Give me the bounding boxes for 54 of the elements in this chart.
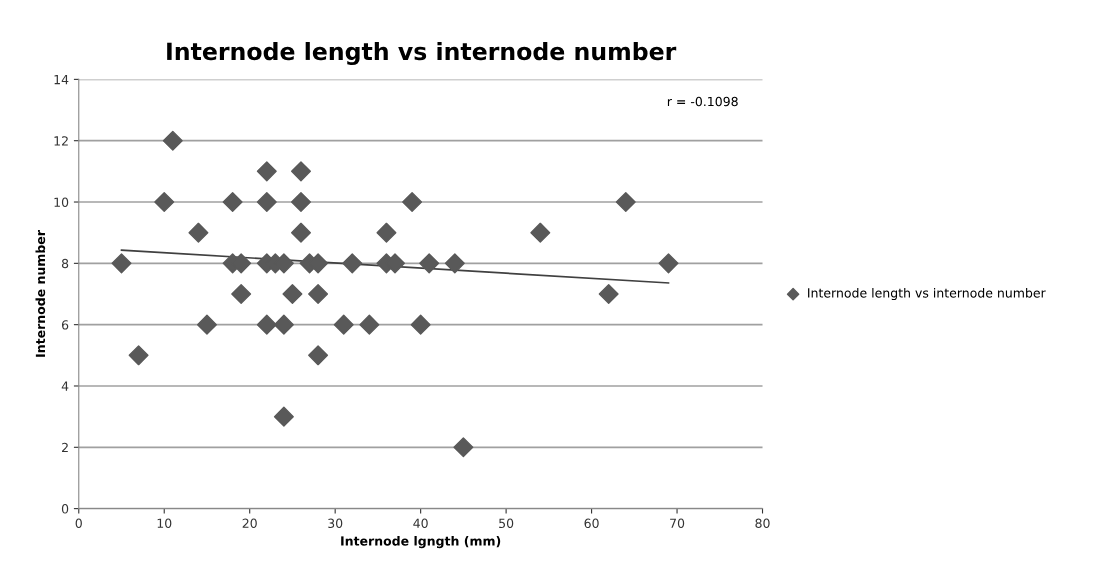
x-tick-label: 20 (242, 518, 257, 529)
point (598, 283, 619, 305)
y-tick-label: 12 (54, 136, 68, 146)
x-tick-label: 40 (413, 518, 428, 529)
point (419, 253, 440, 274)
x-tick-label: 30 (328, 518, 343, 529)
x-tick-label: 50 (499, 518, 514, 529)
point (222, 192, 243, 213)
point (256, 161, 277, 182)
y-tick-label: 2 (62, 442, 68, 453)
point (410, 314, 431, 335)
point (376, 222, 397, 243)
y-tick-label: 0 (61, 504, 69, 514)
point (342, 253, 363, 274)
x-axis-title: Internode lgngth (mm) (341, 536, 501, 549)
y-tick-label: 6 (61, 320, 69, 330)
x-tick-label: 80 (755, 518, 770, 529)
y-axis-title: Internode number (35, 230, 46, 357)
point (196, 314, 217, 335)
point (162, 130, 183, 151)
point (231, 283, 252, 305)
point (111, 253, 132, 274)
point (290, 222, 311, 243)
x-tick-label: 60 (584, 518, 599, 529)
point (453, 437, 474, 458)
point (256, 192, 277, 213)
point (308, 345, 329, 366)
x-tick-label: 70 (670, 518, 685, 529)
point (273, 406, 294, 427)
point (333, 314, 354, 335)
point (530, 222, 551, 243)
legend-label: Internode length vs internode number (808, 287, 1046, 301)
point (308, 283, 329, 305)
point (154, 192, 175, 213)
y-tick-label: 14 (54, 75, 69, 85)
x-tick-label: 0 (75, 518, 82, 529)
point (290, 161, 311, 182)
y-tick-label: 4 (61, 381, 69, 391)
point (128, 345, 149, 366)
point (282, 283, 303, 305)
point (273, 314, 294, 335)
point (359, 314, 380, 335)
annotation: r = -0.1098 (667, 96, 738, 107)
point (615, 192, 636, 213)
x-tick-label: 10 (157, 518, 172, 529)
point (444, 253, 465, 274)
point (188, 222, 209, 243)
point (290, 192, 311, 213)
point (256, 314, 277, 335)
chart-title: Internode length vs internode number (167, 41, 677, 66)
y-tick-label: 8 (61, 258, 69, 269)
point (402, 192, 423, 213)
point (658, 253, 679, 274)
y-tick-label: 10 (54, 197, 69, 207)
